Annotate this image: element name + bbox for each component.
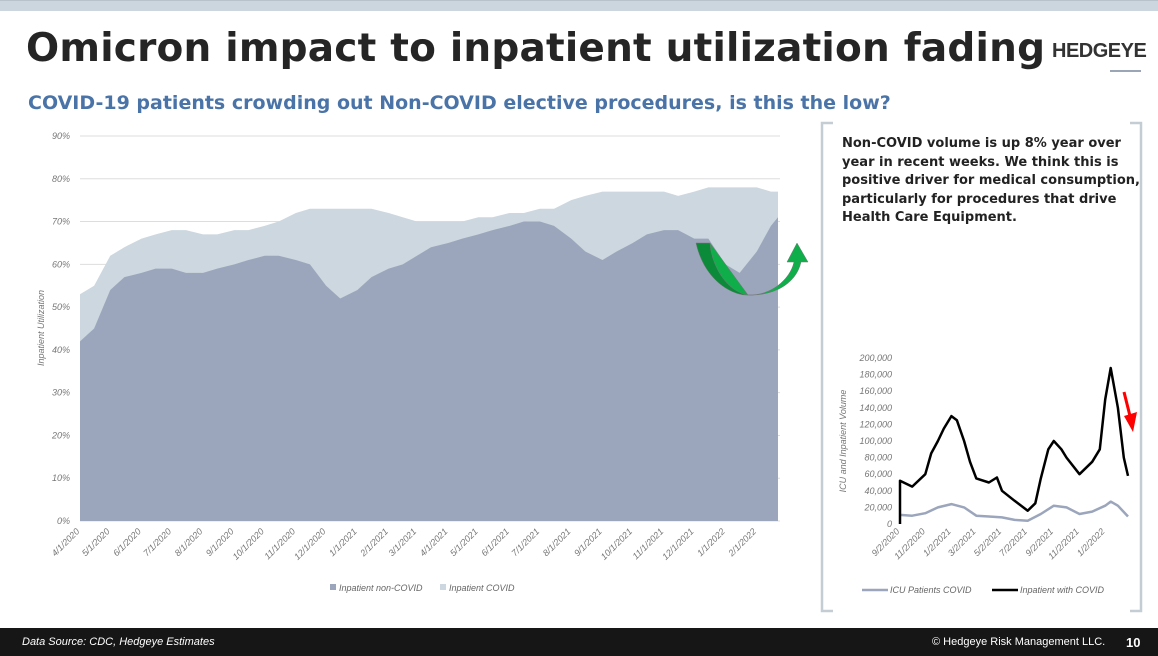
- charts-canvas: 0%10%20%30%40%50%60%70%80%90%4/1/20205/1…: [36, 121, 1143, 613]
- line-icu-patients-covid: [899, 500, 1129, 522]
- y-tick-label: 160,000: [859, 386, 892, 396]
- x-tick-label: 8/1/2021: [541, 526, 573, 558]
- y-tick-label: 20,000: [863, 502, 892, 512]
- y-tick-label: 60,000: [864, 469, 892, 479]
- y-tick-label: 100,000: [859, 436, 892, 446]
- y-tick-label: 10%: [52, 473, 70, 483]
- x-tick-label: 6/1/2020: [111, 526, 143, 558]
- x-tick-label: 2/1/2022: [726, 526, 759, 559]
- x-tick-label: 4/1/2021: [418, 526, 450, 558]
- x-tick-label: 5/1/2020: [80, 526, 112, 558]
- main-area-chart: 0%10%20%30%40%50%60%70%80%90%4/1/20205/1…: [36, 131, 780, 593]
- footer: Data Source: CDC, Hedgeye Estimates © He…: [0, 628, 1158, 656]
- x-tick-label: 1/2/2022: [1075, 526, 1107, 558]
- right-bracket: [1130, 121, 1143, 613]
- green-u-turn-arrow-icon: [695, 242, 809, 296]
- y-tick-label: 140,000: [859, 403, 892, 413]
- legend-label: ICU Patients COVID: [890, 585, 972, 595]
- page-subtitle: COVID-19 patients crowding out Non-COVID…: [28, 92, 891, 114]
- y-tick-label: 40,000: [864, 486, 892, 496]
- y-tick-label: 30%: [52, 388, 70, 398]
- y-tick-label: 40%: [52, 345, 70, 355]
- y-tick-label: 70%: [52, 217, 70, 227]
- y-tick-label: 0%: [57, 516, 70, 526]
- x-tick-label: 11/1/2020: [262, 526, 297, 561]
- x-tick-label: 6/1/2021: [479, 526, 511, 558]
- page-number: 10: [1126, 635, 1141, 650]
- volume-line-chart: 0 20,000 40,000 60,000 80,000 100,000 120,000 1…: [838, 353, 1130, 595]
- y-tick-label: 120,000: [859, 419, 892, 429]
- note-box-bracket: [820, 121, 1143, 613]
- y-tick-label: 200,000: [858, 353, 892, 363]
- y-axis-label: Inpatient Utilization: [36, 290, 46, 366]
- commentary-note: Non-COVID volume is up 8% year over year…: [842, 136, 1140, 225]
- x-tick-label: 1/1/2022: [695, 526, 727, 558]
- x-tick-label: 4/1/2020: [50, 526, 82, 558]
- y-axis-label: ICU and Inpatient Volume: [838, 390, 848, 493]
- x-tick-label: 7/1/2020: [141, 526, 173, 558]
- y-tick-label: 50%: [52, 302, 70, 312]
- y-tick-label: 90%: [52, 131, 70, 141]
- x-tick-label: 2/1/2021: [357, 526, 390, 559]
- page-title: Omicron impact to inpatient utilization …: [26, 26, 1046, 71]
- y-tick-label: 80%: [52, 174, 70, 184]
- x-tick-label: 10/1/2021: [599, 526, 634, 561]
- x-tick-label: 1/1/2021: [327, 526, 359, 558]
- x-tick-label: 11/1/2021: [631, 526, 666, 561]
- x-tick-label: 12/1/2021: [660, 526, 695, 561]
- x-tick-label: 8/1/2020: [173, 526, 205, 558]
- area-inpatient-non-covid: [80, 217, 778, 521]
- data-source: Data Source: CDC, Hedgeye Estimates: [22, 636, 215, 648]
- legend-label: Inpatient non-COVID: [339, 583, 423, 593]
- copyright: © Hedgeye Risk Management LLC.: [932, 636, 1106, 648]
- hedgeye-logo: HEDGEYE: [1052, 40, 1147, 62]
- y-tick-label: 80,000: [864, 453, 892, 463]
- y-tick-label: 0: [887, 519, 892, 529]
- legend-label: Inpatient COVID: [449, 583, 515, 593]
- x-tick-label: 3/1/2021: [386, 526, 418, 558]
- top-bar: [0, 0, 1158, 11]
- left-bracket: [820, 121, 833, 613]
- legend-swatch: [440, 584, 446, 590]
- legend-label: Inpatient with COVID: [1020, 585, 1105, 595]
- red-down-arrow-icon: [1122, 391, 1137, 432]
- x-tick-label: 12/1/2020: [292, 526, 327, 561]
- x-tick-label: 5/1/2021: [448, 526, 480, 558]
- x-tick-label: 7/1/2021: [510, 526, 542, 558]
- x-tick-label: 10/1/2020: [231, 526, 266, 561]
- logo-underline: [1110, 70, 1141, 72]
- y-tick-label: 60%: [52, 259, 70, 269]
- y-tick-label: 20%: [51, 430, 70, 440]
- line-inpatient-with-covid: [898, 366, 1130, 524]
- legend-swatch: [330, 584, 336, 590]
- y-tick-label: 180,000: [859, 370, 892, 380]
